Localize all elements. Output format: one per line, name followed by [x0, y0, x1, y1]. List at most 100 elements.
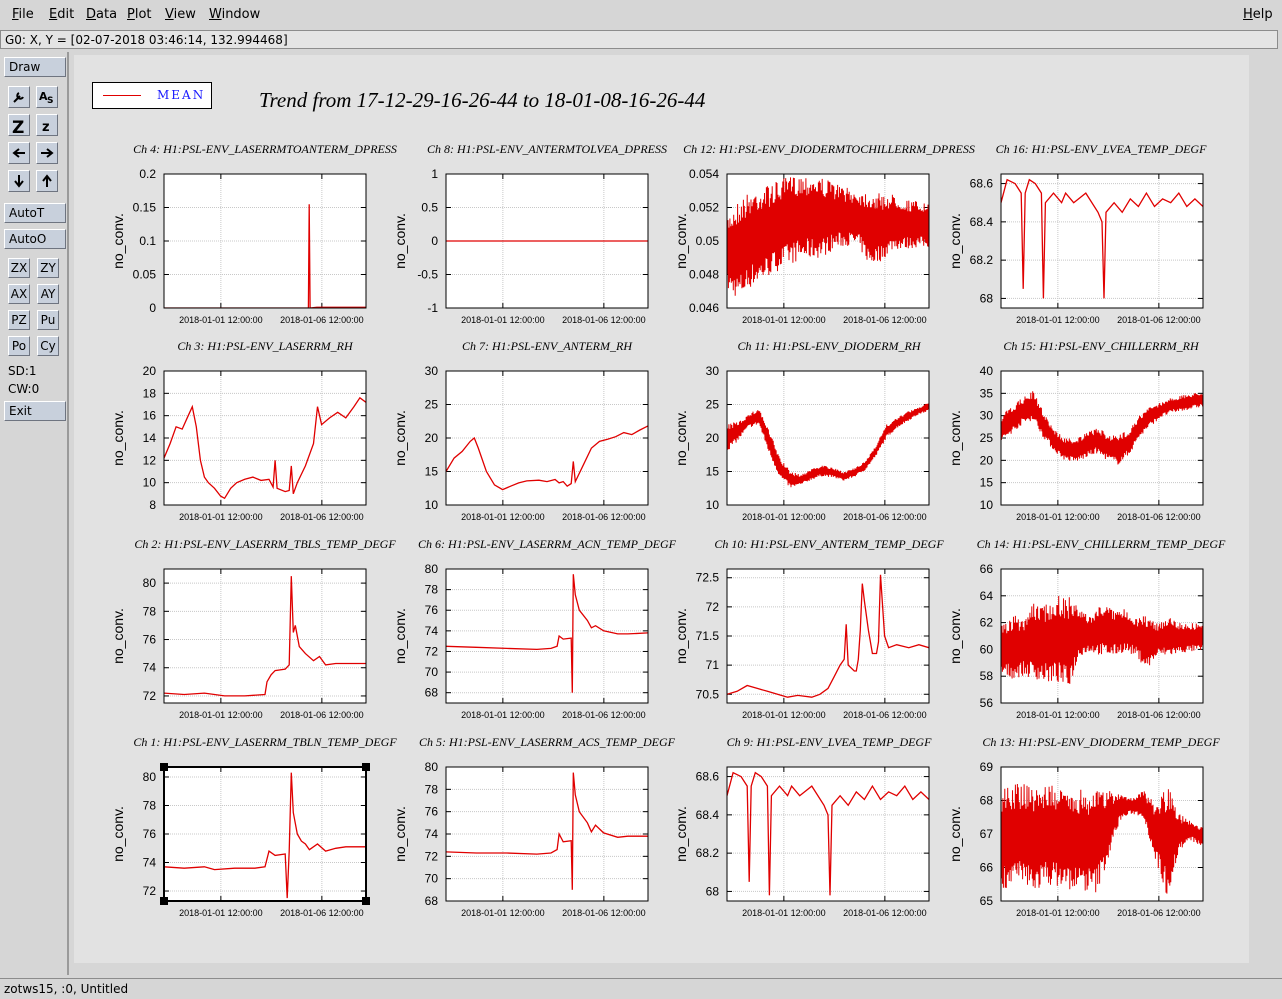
chart-panel-13[interactable]: Ch 1: H1:PSL-ENV_LASERRM_TBLN_TEMP_DEGF 7…	[110, 735, 397, 918]
chart-panel-1[interactable]: Ch 4: H1:PSL-ENV_LASERRMTOANTERM_DPRESS 0…	[110, 142, 397, 325]
status-bar: zotws15, :0, Untitled	[0, 978, 1282, 999]
legend-label: MEAN	[157, 88, 206, 102]
series-line	[727, 574, 929, 698]
chart-panel-12[interactable]: Ch 14: H1:PSL-ENV_CHILLERRM_TEMP_DEGF 56 5…	[947, 537, 1226, 720]
x-tick-label: 2018-01-01 12:00:00	[742, 512, 826, 522]
chart-panel-9[interactable]: Ch 2: H1:PSL-ENV_LASERRM_TBLS_TEMP_DEGF 7…	[110, 537, 396, 720]
chart-panel-15[interactable]: Ch 9: H1:PSL-ENV_LVEA_TEMP_DEGF 68 68.2 68.…	[673, 735, 932, 918]
menu-file[interactable]: File	[12, 7, 34, 22]
zoom-in-button[interactable]: Z	[8, 114, 30, 136]
menu-help[interactable]: Help	[1243, 7, 1273, 22]
chart-title: Ch 2: H1:PSL-ENV_LASERRM_TBLS_TEMP_DEGF	[134, 537, 396, 551]
trend-title: Trend from 17-12-29-16-26-44 to 18-01-08…	[259, 88, 706, 112]
chart-title: Ch 16: H1:PSL-ENV_LVEA_TEMP_DEGF	[996, 142, 1208, 156]
y-tick-label: 70.5	[696, 687, 720, 701]
cy-button[interactable]: Cy	[37, 336, 59, 356]
x-tick-label: 2018-01-01 12:00:00	[461, 908, 545, 918]
y-axis-label: no_conv.	[673, 213, 689, 269]
x-tick-label: 2018-01-01 12:00:00	[1016, 315, 1100, 325]
chart-panel-6[interactable]: Ch 7: H1:PSL-ENV_ANTERM_RH 10 15 20 25 30 2018…	[392, 339, 649, 522]
zy-button[interactable]: ZY	[37, 258, 59, 278]
menu-plot[interactable]: Plot	[127, 7, 152, 22]
y-tick-label: 80	[143, 770, 157, 784]
y-axis-label: no_conv.	[673, 608, 689, 664]
x-tick-label: 2018-01-06 12:00:00	[843, 315, 927, 325]
zx-button[interactable]: ZX	[8, 258, 30, 278]
plot-area	[446, 569, 648, 703]
y-tick-label: 80	[143, 576, 157, 590]
x-tick-label: 2018-01-01 12:00:00	[1016, 908, 1100, 918]
x-tick-label: 2018-01-01 12:00:00	[1016, 710, 1100, 720]
chart-panel-8[interactable]: Ch 15: H1:PSL-ENV_CHILLERRM_RH 10 15 20 25 30…	[947, 339, 1204, 522]
x-tick-label: 2018-01-06 12:00:00	[843, 908, 927, 918]
y-tick-label: 10	[980, 498, 994, 512]
x-tick-label: 2018-01-01 12:00:00	[461, 710, 545, 720]
x-tick-label: 2018-01-06 12:00:00	[280, 710, 364, 720]
plot-frame	[1000, 370, 1204, 506]
y-tick-label: 66	[980, 562, 994, 576]
ay-button[interactable]: AY	[37, 284, 59, 304]
x-tick-label: 2018-01-01 12:00:00	[461, 512, 545, 522]
draw-button[interactable]: Draw	[4, 57, 66, 77]
y-tick-label: 72	[143, 689, 157, 703]
selection-handle[interactable]	[160, 897, 168, 905]
autoo-button[interactable]: AutoO	[4, 229, 66, 249]
pan-right-button[interactable]	[36, 142, 58, 164]
plot-frame	[163, 173, 367, 309]
y-tick-label: 69	[980, 760, 994, 774]
chart-panel-3[interactable]: Ch 12: H1:PSL-ENV_DIODERMTOCHILLERRM_DPR…	[673, 142, 975, 325]
chart-panel-16[interactable]: Ch 13: H1:PSL-ENV_DIODERM_TEMP_DEGF 65 66 6…	[947, 735, 1220, 918]
zoom-out-button[interactable]: z	[36, 114, 58, 136]
y-tick-label: 68.2	[970, 253, 994, 267]
plot-frame	[726, 568, 930, 704]
selection-handle[interactable]	[362, 897, 370, 905]
selection-handle[interactable]	[362, 763, 370, 771]
plot-frame	[163, 568, 367, 704]
pan-up-button[interactable]	[36, 170, 58, 192]
chart-panel-4[interactable]: Ch 16: H1:PSL-ENV_LVEA_TEMP_DEGF 68 68.2 68…	[947, 142, 1207, 325]
ax-button[interactable]: AX	[8, 284, 30, 304]
po-button[interactable]: Po	[8, 336, 30, 356]
menu-window[interactable]: Window	[209, 7, 261, 22]
series-line	[164, 576, 366, 697]
y-axis-label: no_conv.	[673, 410, 689, 466]
menu-data[interactable]: Data	[86, 7, 118, 22]
plot-frame	[445, 173, 649, 309]
wrench-button[interactable]	[8, 86, 30, 108]
y-tick-label: 40	[980, 364, 994, 378]
x-tick-label: 2018-01-01 12:00:00	[179, 908, 263, 918]
pz-button[interactable]: PZ	[8, 310, 30, 330]
exit-button[interactable]: Exit	[4, 401, 66, 421]
chart-title: Ch 11: H1:PSL-ENV_DIODERM_RH	[737, 339, 921, 353]
y-tick-label: 74	[143, 856, 157, 870]
chart-panel-11[interactable]: Ch 10: H1:PSL-ENV_ANTERM_TEMP_DEGF 70.5 71…	[673, 537, 944, 720]
y-tick-label: 65	[980, 894, 994, 908]
y-axis-label: no_conv.	[392, 410, 408, 466]
chart-panel-10[interactable]: Ch 6: H1:PSL-ENV_LASERRM_ACN_TEMP_DEGF 68…	[392, 537, 677, 720]
chart-panel-5[interactable]: Ch 3: H1:PSL-ENV_LASERRM_RH 8 10 12 14 16 18 20…	[110, 339, 367, 522]
pan-down-button[interactable]	[8, 170, 30, 192]
chart-panel-2[interactable]: Ch 8: H1:PSL-ENV_ANTERMTOLVEA_DPRESS -1 -0…	[392, 142, 667, 325]
y-tick-label: 74	[425, 827, 439, 841]
series-line	[446, 772, 648, 890]
menu-edit[interactable]: Edit	[49, 7, 75, 22]
chart-panel-7[interactable]: Ch 11: H1:PSL-ENV_DIODERM_RH 10 15 20 25 30 20…	[673, 339, 930, 522]
x-tick-label: 2018-01-06 12:00:00	[1117, 908, 1201, 918]
selection-handle[interactable]	[160, 763, 168, 771]
autot-button[interactable]: AutoT	[4, 203, 66, 223]
series-band	[727, 402, 929, 488]
y-tick-label: 68.4	[970, 215, 994, 229]
pu-button[interactable]: Pu	[37, 310, 59, 330]
y-tick-label: 15	[706, 465, 720, 479]
pan-left-button[interactable]	[8, 142, 30, 164]
x-tick-label: 2018-01-01 12:00:00	[742, 315, 826, 325]
chart-panel-14[interactable]: Ch 5: H1:PSL-ENV_LASERRM_ACS_TEMP_DEGF 68…	[392, 735, 676, 918]
menu-view[interactable]: View	[165, 7, 196, 22]
y-tick-label: 78	[425, 583, 439, 597]
plot-frame	[726, 766, 930, 902]
plot-frame	[163, 370, 367, 506]
arrow-up-icon	[37, 174, 57, 188]
svg-text:S: S	[47, 96, 53, 104]
chart-title: Ch 1: H1:PSL-ENV_LASERRM_TBLN_TEMP_DEGF	[133, 735, 397, 749]
